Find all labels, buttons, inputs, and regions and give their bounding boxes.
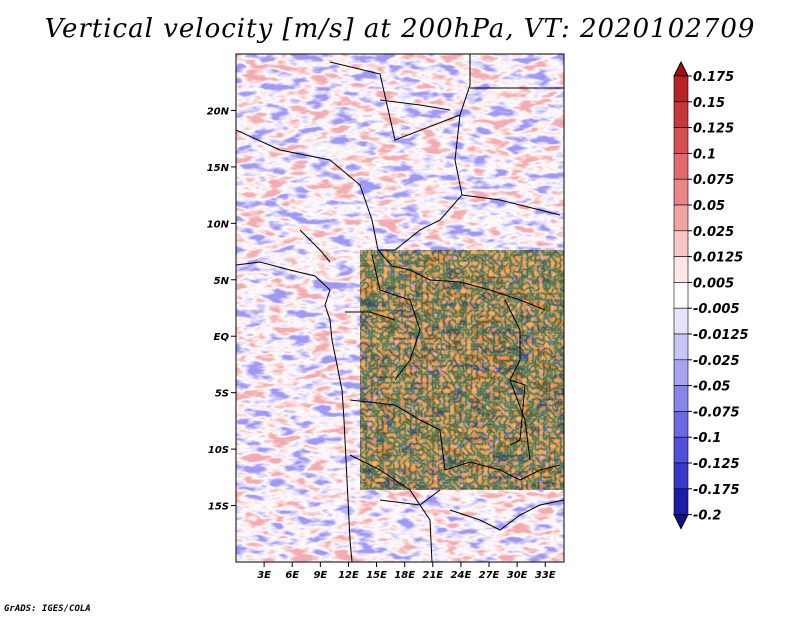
- colorbar-label: -0.125: [693, 457, 740, 472]
- lat-tick-label: 15N: [207, 163, 230, 174]
- longitude-axis: 3E 6E 9E 12E 15E 18E 21E 24E 27E 30E 33E: [257, 562, 556, 581]
- colorbar-bin: [673, 204, 689, 232]
- chart-title: Vertical velocity [m/s] at 200hPa, VT: 2…: [44, 14, 756, 44]
- colorbar-top-arrow: [673, 60, 689, 77]
- colorbar-label: -0.175: [693, 483, 740, 498]
- lon-tick-label: 12E: [338, 570, 359, 581]
- map-frame: [235, 53, 565, 563]
- colorbar-label: 0.125: [693, 122, 734, 137]
- lon-tick-label: 33E: [535, 570, 556, 581]
- velocity-field: [236, 54, 564, 562]
- colorbar-bin: [673, 385, 689, 412]
- colorbar-label: 0.05: [693, 199, 725, 214]
- colorbar-label: 0.075: [693, 173, 734, 188]
- colorbar-bin: [673, 282, 689, 309]
- colorbar-label: -0.025: [693, 354, 740, 369]
- latitude-axis: 20N 15N 10N 5N EQ 5S 10S 15S: [207, 106, 236, 513]
- colorbar-bin: [673, 359, 689, 386]
- colorbar-bin: [673, 411, 689, 438]
- colorbar-bin: [673, 256, 689, 283]
- colorbar-label: -0.0125: [693, 328, 749, 343]
- colorbar-label: -0.1: [693, 431, 721, 446]
- colorbar-bin: [673, 230, 689, 257]
- colorbar-bin: [673, 178, 689, 206]
- colorbar-label: 0.025: [693, 225, 734, 240]
- country-borders: [236, 54, 564, 562]
- colorbar-bin: [673, 436, 689, 464]
- colorbar-bin: [673, 488, 689, 515]
- colorbar-label: 0.175: [693, 70, 734, 85]
- colorbar-label: 0.005: [693, 276, 734, 291]
- colorbar-label: 0.1: [693, 147, 716, 162]
- lat-tick-label: 5N: [214, 276, 230, 287]
- lat-tick-label: 10S: [208, 445, 229, 456]
- colorbar-label: 0.0125: [693, 251, 743, 266]
- lon-tick-label: 3E: [257, 570, 271, 581]
- colorbar-label: -0.075: [693, 405, 740, 420]
- colorbar-bin: [673, 333, 689, 361]
- colorbar-bottom-arrow: [673, 514, 689, 530]
- colorbar-bin: [673, 153, 689, 180]
- lat-tick-label: 10N: [207, 219, 230, 230]
- colorbar-bin: [673, 101, 689, 128]
- lat-tick-label: EQ: [214, 332, 230, 343]
- lon-tick-label: 24E: [451, 570, 472, 581]
- lon-tick-label: 9E: [313, 570, 327, 581]
- colorbar: 0.175 0.15 0.125 0.1 0.075 0.05 0.025 0.0125 0.0…: [673, 60, 749, 530]
- lat-tick-label: 20N: [207, 106, 230, 117]
- colorbar-bin: [673, 307, 689, 335]
- lon-tick-label: 30E: [507, 570, 528, 581]
- colorbar-label: -0.05: [693, 380, 730, 395]
- colorbar-bin: [673, 462, 689, 490]
- lon-tick-label: 27E: [479, 570, 500, 581]
- colorbar-label: -0.005: [693, 302, 740, 317]
- colorbar-bin: [673, 127, 689, 154]
- grads-credit: GrADS: IGES/COLA: [4, 604, 91, 614]
- colorbar-label: -0.2: [693, 509, 721, 524]
- colorbar-bin: [673, 75, 689, 103]
- lon-tick-label: 21E: [422, 570, 443, 581]
- lat-tick-label: 15S: [208, 502, 229, 513]
- colorbar-label: 0.15: [693, 96, 725, 111]
- lon-tick-label: 18E: [394, 570, 415, 581]
- lat-tick-label: 5S: [215, 389, 229, 400]
- lon-tick-label: 6E: [285, 570, 299, 581]
- lon-tick-label: 15E: [366, 570, 387, 581]
